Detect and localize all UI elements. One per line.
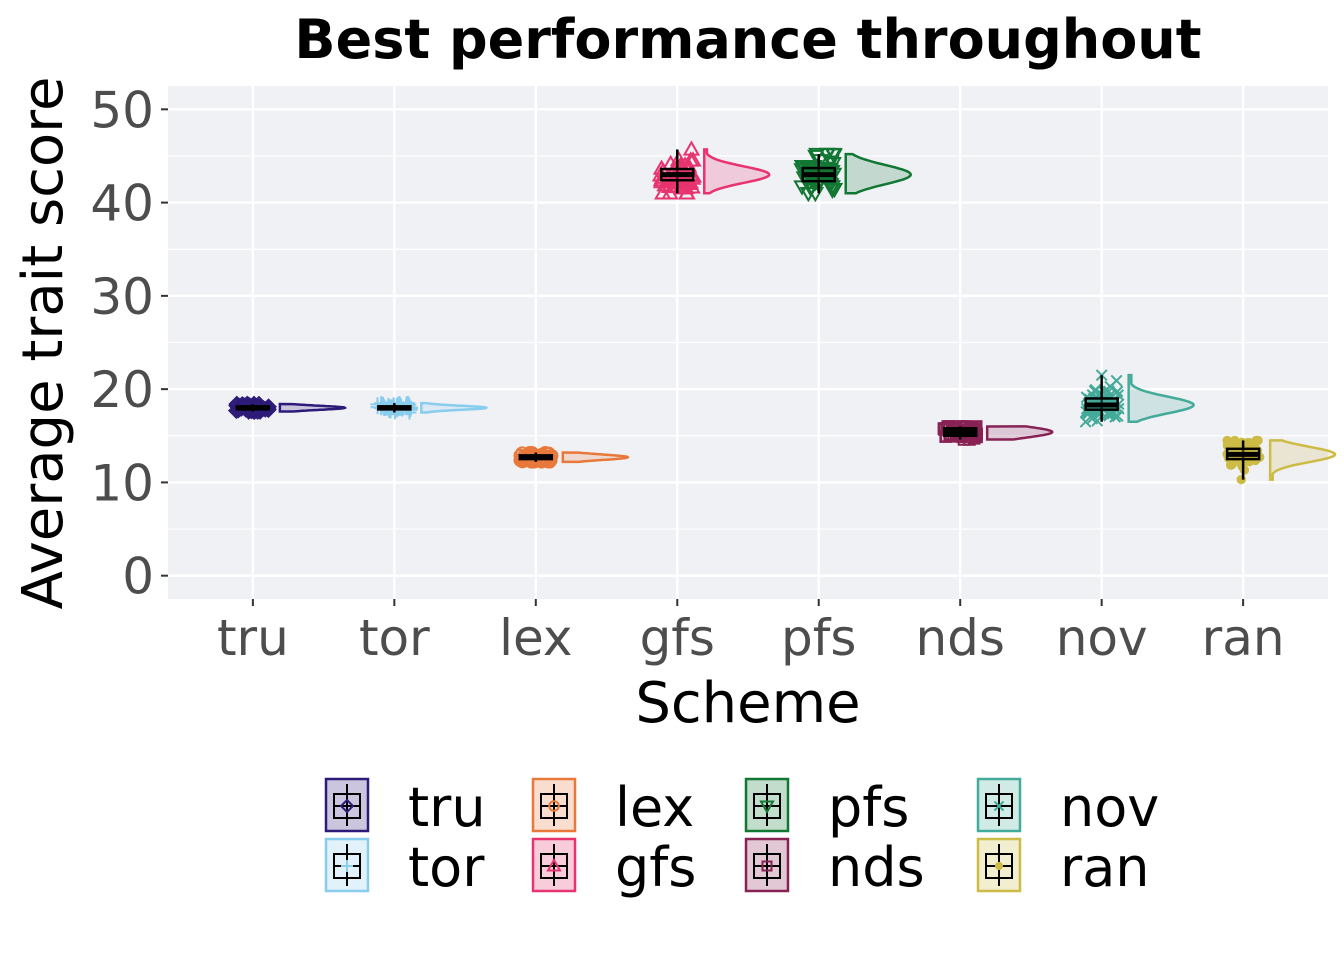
legend-label-nov: nov (1060, 776, 1159, 839)
legend-label-tru: tru (408, 776, 486, 839)
x-tick-label: gfs (640, 609, 715, 667)
x-tick-label: nds (915, 609, 1004, 667)
y-tick-label: 30 (90, 268, 154, 326)
data-point-ran (1225, 439, 1235, 449)
grid-lines (168, 86, 1328, 599)
legend-item-tru: tru (324, 776, 486, 839)
legend-marker-pfs (759, 800, 775, 815)
legend-marker-lex (548, 800, 560, 812)
legend-label-gfs: gfs (615, 836, 696, 899)
series-tru (227, 395, 348, 420)
legend-marker-tru (339, 798, 355, 814)
x-tick-label: tor (359, 609, 430, 667)
y-tick-label: 50 (90, 81, 154, 139)
data-point-nov (1102, 385, 1115, 398)
data-point-ran (1227, 459, 1237, 470)
violin-lex (561, 451, 630, 464)
legend-label-lex: lex (615, 776, 694, 839)
legend-item-ran: ran (976, 836, 1150, 899)
y-axis: 0 10 20 30 40 50 (90, 81, 168, 606)
legend-item-lex: lex (531, 776, 694, 839)
data-point-gfs (678, 184, 696, 200)
series-ran (1222, 435, 1337, 485)
data-point-ran (1251, 435, 1261, 446)
x-tick-label: pfs (781, 609, 856, 667)
data-point-pfs (818, 147, 837, 164)
violin-gfs (703, 148, 771, 195)
x-axis-title: Scheme (635, 671, 860, 736)
violin-nov (1127, 373, 1195, 424)
series-tor (370, 396, 489, 420)
y-tick-label: 20 (90, 361, 154, 419)
legend-marker-gfs (546, 857, 562, 872)
violin-nds (985, 425, 1054, 441)
series-gfs (651, 140, 771, 200)
data-point-nov (1095, 369, 1108, 382)
legend-item-gfs: gfs (531, 836, 696, 899)
x-axis: tru tor lex gfs pfs nds nov ran (217, 599, 1285, 667)
chart-title: Best performance throughout (294, 8, 1201, 71)
y-tick-label: 10 (90, 454, 154, 512)
legend-item-nov: nov (976, 776, 1159, 839)
legend-marker-ran (994, 861, 1004, 871)
data-point-nov (1079, 415, 1092, 428)
legend-label-pfs: pfs (828, 776, 909, 839)
data-point-nov (1109, 410, 1122, 423)
y-tick-label: 0 (122, 548, 154, 606)
series-nov (1079, 369, 1195, 428)
data-point-pfs (819, 162, 838, 179)
data-point-tru (228, 395, 246, 413)
x-tick-label: tru (217, 609, 289, 667)
legend-marker-tor (341, 860, 353, 872)
legend-item-nds: nds (744, 836, 925, 899)
legend-item-tor: tor (324, 836, 485, 899)
x-tick-label: nov (1056, 609, 1148, 667)
legend-label-nds: nds (828, 836, 925, 899)
y-axis-title: Average trait score (11, 77, 76, 610)
x-tick-label: ran (1202, 609, 1285, 667)
data-point-nov (1102, 390, 1115, 403)
data-point-gfs (679, 156, 697, 173)
legend-label-ran: ran (1060, 836, 1150, 899)
legend-marker-nov (993, 800, 1005, 812)
series-nds (937, 420, 1054, 446)
series-layer (227, 140, 1337, 485)
legend-item-pfs: pfs (744, 776, 909, 839)
violin-ran (1268, 439, 1337, 481)
x-tick-label: lex (499, 609, 572, 667)
legend-label-tor: tor (408, 836, 485, 899)
series-lex (513, 445, 630, 469)
legend-marker-nds (761, 860, 773, 872)
violin-tru (278, 402, 348, 413)
data-point-nov (1111, 385, 1124, 398)
violin-tor (420, 401, 489, 414)
y-tick-label: 40 (90, 175, 154, 233)
data-point-tru (242, 398, 260, 416)
data-point-pfs (823, 183, 842, 200)
data-point-pfs (793, 163, 811, 179)
series-pfs (793, 147, 912, 203)
violin-pfs (844, 152, 912, 195)
